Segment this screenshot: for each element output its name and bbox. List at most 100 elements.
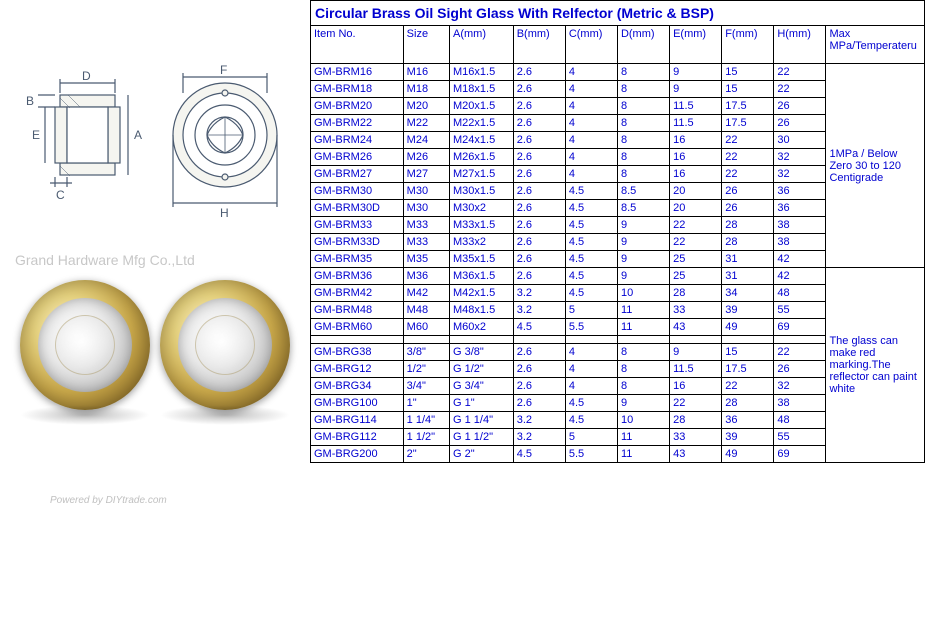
table-cell: M30 <box>403 183 449 200</box>
table-cell: 4.5 <box>565 200 617 217</box>
photo-shadow <box>160 405 290 425</box>
table-row: GM-BRM36M36M36x1.52.64.59253142The glass… <box>311 268 925 285</box>
table-cell: 22 <box>774 81 826 98</box>
table-cell: G 2" <box>450 446 514 463</box>
table-cell: 2.6 <box>513 395 565 412</box>
table-cell: GM-BRM33D <box>311 234 404 251</box>
table-cell: 48 <box>774 285 826 302</box>
table-cell: 15 <box>722 64 774 81</box>
table-cell: M27 <box>403 166 449 183</box>
table-cell: GM-BRG114 <box>311 412 404 429</box>
table-cell: 4.5 <box>565 251 617 268</box>
powered-by: Powered by DIYtrade.com <box>50 495 167 506</box>
table-cell: G 1 1/4" <box>450 412 514 429</box>
table-cell: 28 <box>722 217 774 234</box>
table-cell: 4 <box>565 361 617 378</box>
table-cell: GM-BRM18 <box>311 81 404 98</box>
table-cell: 26 <box>774 115 826 132</box>
table-cell: 3.2 <box>513 412 565 429</box>
table-cell: 42 <box>774 251 826 268</box>
table-cell: 8.5 <box>617 200 669 217</box>
table-cell: 11.5 <box>670 361 722 378</box>
table-cell: GM-BRM48 <box>311 302 404 319</box>
table-cell: 20 <box>670 200 722 217</box>
table-cell: GM-BRM22 <box>311 115 404 132</box>
technical-diagram: D B E A C <box>20 65 300 225</box>
table-cell: 8 <box>617 166 669 183</box>
table-cell: 34 <box>722 285 774 302</box>
diagram-label-f: F <box>220 65 227 77</box>
table-cell: GM-BRM26 <box>311 149 404 166</box>
table-cell <box>403 336 449 344</box>
table-cell: M36x1.5 <box>450 268 514 285</box>
table-cell: 26 <box>722 183 774 200</box>
table-cell: M30x1.5 <box>450 183 514 200</box>
table-header-cell: E(mm) <box>670 26 722 64</box>
table-cell: GM-BRM60 <box>311 319 404 336</box>
table-cell: M22 <box>403 115 449 132</box>
table-cell: 9 <box>617 217 669 234</box>
table-cell <box>617 336 669 344</box>
table-cell: 4 <box>565 149 617 166</box>
table-cell: 2.6 <box>513 64 565 81</box>
diagram-label-h: H <box>220 206 229 220</box>
table-cell: 17.5 <box>722 98 774 115</box>
table-cell: 11 <box>617 446 669 463</box>
table-cell: 28 <box>722 395 774 412</box>
table-cell: 11 <box>617 302 669 319</box>
table-cell: 2.6 <box>513 115 565 132</box>
table-cell: 36 <box>774 200 826 217</box>
table-cell: 8 <box>617 361 669 378</box>
photo-shadow <box>20 405 150 425</box>
table-cell: 33 <box>670 302 722 319</box>
table-cell: 2.6 <box>513 149 565 166</box>
table-cell: 4 <box>565 64 617 81</box>
spec-table-container: Circular Brass Oil Sight Glass With Relf… <box>310 0 925 463</box>
table-cell: 2.6 <box>513 234 565 251</box>
spec-table: Circular Brass Oil Sight Glass With Relf… <box>310 0 925 463</box>
table-cell: M33x2 <box>450 234 514 251</box>
table-cell: 25 <box>670 251 722 268</box>
table-cell: 8 <box>617 378 669 395</box>
table-cell: 4.5 <box>565 285 617 302</box>
table-cell: 8 <box>617 149 669 166</box>
table-cell: 2.6 <box>513 378 565 395</box>
table-cell: 4.5 <box>565 217 617 234</box>
table-cell: 2.6 <box>513 251 565 268</box>
brass-ring-photo-1 <box>20 280 150 410</box>
table-cell: 8 <box>617 344 669 361</box>
table-cell: 22 <box>670 234 722 251</box>
table-cell: 11 <box>617 429 669 446</box>
table-cell: M18 <box>403 81 449 98</box>
table-cell: GM-BRM20 <box>311 98 404 115</box>
table-cell: 22 <box>670 217 722 234</box>
table-cell: 43 <box>670 319 722 336</box>
table-row: GM-BRM16M16M16x1.52.648915221MPa / Below… <box>311 64 925 81</box>
table-cell: 28 <box>670 285 722 302</box>
table-cell: 16 <box>670 149 722 166</box>
table-cell: 8 <box>617 98 669 115</box>
table-cell: M16 <box>403 64 449 81</box>
table-cell: GM-BRM35 <box>311 251 404 268</box>
table-cell: 22 <box>722 378 774 395</box>
table-cell: GM-BRG12 <box>311 361 404 378</box>
table-cell: 16 <box>670 166 722 183</box>
table-cell: M36 <box>403 268 449 285</box>
table-cell: 11.5 <box>670 98 722 115</box>
table-cell: GM-BRM33 <box>311 217 404 234</box>
table-cell: 9 <box>670 64 722 81</box>
table-cell <box>311 336 404 344</box>
table-cell: 38 <box>774 234 826 251</box>
table-cell: 4 <box>565 115 617 132</box>
brass-ring-photo-2 <box>160 280 290 410</box>
table-cell: 1/2" <box>403 361 449 378</box>
table-cell: 4.5 <box>565 268 617 285</box>
table-cell: 9 <box>670 81 722 98</box>
table-cell: 8 <box>617 132 669 149</box>
table-cell: 48 <box>774 412 826 429</box>
table-cell: M48x1.5 <box>450 302 514 319</box>
table-cell: M27x1.5 <box>450 166 514 183</box>
table-cell: M18x1.5 <box>450 81 514 98</box>
table-cell: M16x1.5 <box>450 64 514 81</box>
table-cell: 4 <box>565 81 617 98</box>
